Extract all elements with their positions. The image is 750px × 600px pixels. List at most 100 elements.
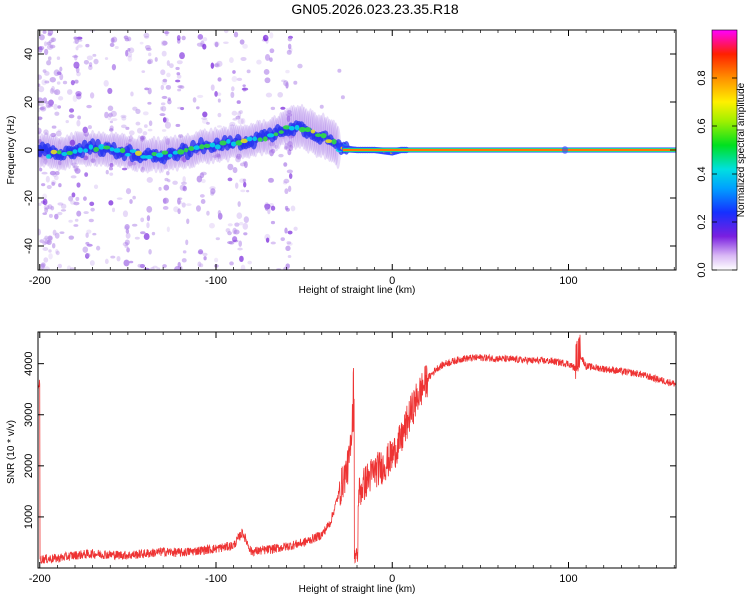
noise-speck xyxy=(199,194,205,198)
noise-speck xyxy=(147,128,153,132)
noise-speck xyxy=(124,37,130,42)
ridge-highlight xyxy=(294,124,300,131)
noise-speck xyxy=(274,144,278,149)
noise-speck xyxy=(240,189,246,193)
colorbar-label: Normalized spectral amplitude xyxy=(736,82,747,217)
noise-speck xyxy=(141,70,146,74)
noise-speck xyxy=(237,247,243,251)
noise-speck xyxy=(110,110,117,117)
noise-speck xyxy=(287,37,293,42)
noise-speck xyxy=(210,188,216,195)
noise-speck xyxy=(287,230,293,235)
noise-speck xyxy=(85,252,91,258)
noise-speck xyxy=(148,249,152,255)
noise-speck xyxy=(111,118,118,122)
noise-speck xyxy=(236,212,243,220)
noise-speck xyxy=(143,124,148,128)
noise-speck xyxy=(232,117,238,121)
noise-speck xyxy=(132,195,136,200)
noise-speck xyxy=(264,54,271,61)
noise-speck xyxy=(125,188,132,195)
noise-speck xyxy=(206,210,210,216)
noise-speck xyxy=(44,48,49,56)
noise-speck xyxy=(213,63,219,68)
noise-speck xyxy=(229,57,234,64)
noise-speck xyxy=(84,172,89,177)
noise-speck xyxy=(213,41,220,47)
noise-speck xyxy=(162,117,167,123)
noise-speck xyxy=(160,84,165,91)
noise-speck xyxy=(93,184,99,190)
noise-speck xyxy=(88,62,93,67)
noise-speck xyxy=(166,72,171,78)
noise-speck xyxy=(142,111,149,116)
noise-speck xyxy=(41,171,48,175)
noise-speck xyxy=(265,37,269,44)
noise-speck xyxy=(58,139,62,145)
noise-speck xyxy=(182,176,186,183)
noise-speck xyxy=(46,60,52,66)
spectrogram-y-tick-label: -40 xyxy=(23,238,35,254)
noise-speck xyxy=(176,35,181,41)
noise-speck xyxy=(38,34,45,41)
noise-speck xyxy=(209,186,216,190)
noise-speck xyxy=(162,40,168,46)
noise-speck xyxy=(122,210,129,218)
noise-speck xyxy=(166,226,170,233)
noise-speck xyxy=(223,30,229,34)
ridge-highlight xyxy=(320,132,327,139)
noise-speck xyxy=(70,80,75,86)
noise-speck xyxy=(127,52,133,58)
noise-speck xyxy=(70,175,77,179)
noise-speck xyxy=(108,200,114,206)
ridge-highlight xyxy=(288,126,295,131)
noise-speck xyxy=(227,231,232,236)
noise-speck xyxy=(243,181,247,188)
noise-speck xyxy=(104,258,109,265)
ridge-highlight xyxy=(140,155,148,159)
noise-speck xyxy=(56,71,62,76)
noise-speck xyxy=(42,212,47,215)
noise-speck xyxy=(247,260,252,265)
noise-speck xyxy=(38,228,42,236)
noise-speck xyxy=(105,169,109,175)
noise-speck xyxy=(162,198,167,204)
noise-speck xyxy=(40,263,45,270)
noise-speck xyxy=(146,176,153,183)
noise-speck xyxy=(200,198,206,205)
snr-y-tick-label: 4000 xyxy=(23,351,35,375)
noise-speck xyxy=(293,80,298,85)
noise-speck xyxy=(159,113,166,117)
noise-speck xyxy=(158,186,162,191)
ridge-highlight xyxy=(230,141,237,147)
noise-speck xyxy=(215,153,221,158)
noise-speck xyxy=(59,231,65,234)
noise-speck xyxy=(76,71,81,77)
noise-speck xyxy=(217,98,221,103)
noise-speck xyxy=(286,241,292,245)
noise-speck xyxy=(164,177,169,182)
noise-speck xyxy=(85,43,90,48)
noise-speck xyxy=(181,35,186,41)
noise-speck xyxy=(202,43,207,50)
noise-speck xyxy=(147,59,152,65)
noise-speck xyxy=(76,36,83,40)
noise-speck xyxy=(111,63,117,71)
noise-speck xyxy=(165,84,172,90)
noise-speck xyxy=(210,84,215,91)
noise-speck xyxy=(265,92,273,98)
ridge-highlight xyxy=(298,126,306,133)
noise-speck xyxy=(199,263,204,268)
noise-speck xyxy=(86,55,94,61)
noise-speck xyxy=(69,139,76,146)
ridge-highlight xyxy=(278,130,284,134)
noise-speck xyxy=(48,213,53,218)
snr-y-label: SNR (10 * v/v) xyxy=(6,420,17,484)
ridge-highlight xyxy=(325,139,333,144)
noise-speck xyxy=(151,231,156,236)
noise-speck xyxy=(73,201,80,206)
noise-speck xyxy=(243,161,248,169)
noise-speck xyxy=(85,232,89,238)
noise-speck xyxy=(110,255,116,259)
